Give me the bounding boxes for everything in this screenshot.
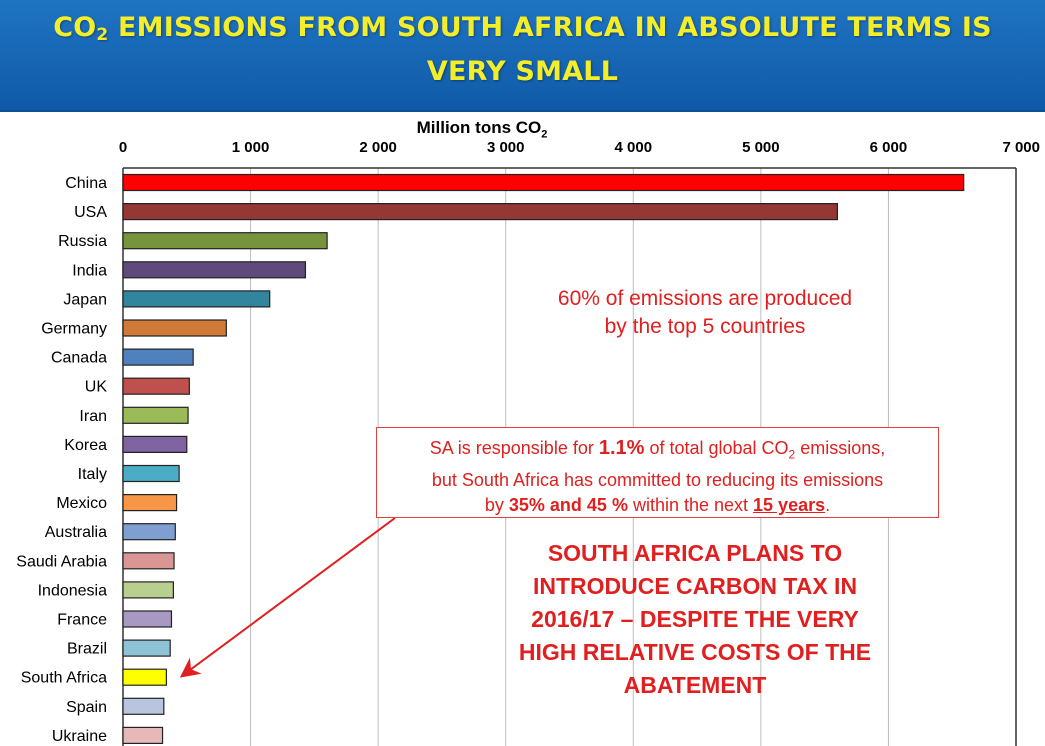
bar-australia xyxy=(122,523,176,541)
bar-india xyxy=(122,261,307,279)
category-label: South Africa xyxy=(21,670,107,687)
category-label: Australia xyxy=(45,524,107,541)
bar-italy xyxy=(122,464,180,483)
bar-iran xyxy=(122,406,189,424)
x-tick-label: 7 000 xyxy=(1002,139,1040,156)
x-tick-label: 2 000 xyxy=(359,139,397,156)
bar-uk xyxy=(122,377,190,395)
banner-divider xyxy=(0,110,1045,112)
category-label: Germany xyxy=(41,321,107,338)
bar-mexico xyxy=(122,494,178,512)
category-label: Saudi Arabia xyxy=(16,553,107,570)
x-tick-label: 5 000 xyxy=(742,139,780,156)
category-label: Iran xyxy=(79,408,107,425)
category-label: Russia xyxy=(58,233,107,250)
category-label: India xyxy=(72,262,107,279)
bar-indonesia xyxy=(122,581,174,599)
bar-canada xyxy=(122,348,194,366)
bar-usa xyxy=(122,203,839,221)
carbon-tax-note: SOUTH AFRICA PLANS TO INTRODUCE CARBON T… xyxy=(518,540,872,698)
x-tick-label: 1 000 xyxy=(232,139,270,156)
bar-france xyxy=(122,610,173,628)
page-title: CO2 EMISSIONS FROM SOUTH AFRICA IN ABSOL… xyxy=(53,12,992,87)
x-tick-label: 0 xyxy=(119,139,127,156)
bar-spain xyxy=(122,697,165,715)
x-tick-label: 6 000 xyxy=(870,139,908,156)
x-axis-title: Million tons CO2 xyxy=(416,118,548,141)
bar-south-africa xyxy=(122,668,167,686)
title-banner: CO2 EMISSIONS FROM SOUTH AFRICA IN ABSOL… xyxy=(0,0,1045,110)
category-label: Ukraine xyxy=(52,728,107,745)
x-tick-label: 3 000 xyxy=(487,139,525,156)
bar-japan xyxy=(122,290,271,308)
category-label: China xyxy=(65,175,107,192)
top-five-note: 60% of emissions are produced by the top… xyxy=(557,287,853,338)
category-label: Korea xyxy=(64,437,107,454)
category-label: UK xyxy=(85,379,108,396)
category-label: Italy xyxy=(78,466,107,483)
bar-saudi-arabia xyxy=(122,552,175,570)
bar-russia xyxy=(122,232,328,250)
category-label: Spain xyxy=(66,699,107,716)
category-label: Japan xyxy=(63,291,107,308)
bar-china xyxy=(122,173,965,192)
bar-ukraine xyxy=(122,726,164,745)
category-label: Canada xyxy=(51,350,107,367)
x-tick-label: 4 000 xyxy=(615,139,653,156)
callout-arrow xyxy=(179,517,396,678)
bar-korea xyxy=(122,435,188,453)
category-label: Mexico xyxy=(56,495,107,512)
bar-germany xyxy=(122,319,227,337)
sa-responsibility-callout: SA is responsible for 1.1% of total glob… xyxy=(376,427,939,518)
bar-brazil xyxy=(122,639,171,657)
category-label: France xyxy=(57,612,107,629)
category-label: Brazil xyxy=(67,641,107,658)
category-label: Indonesia xyxy=(38,582,107,599)
category-label: USA xyxy=(74,204,107,221)
